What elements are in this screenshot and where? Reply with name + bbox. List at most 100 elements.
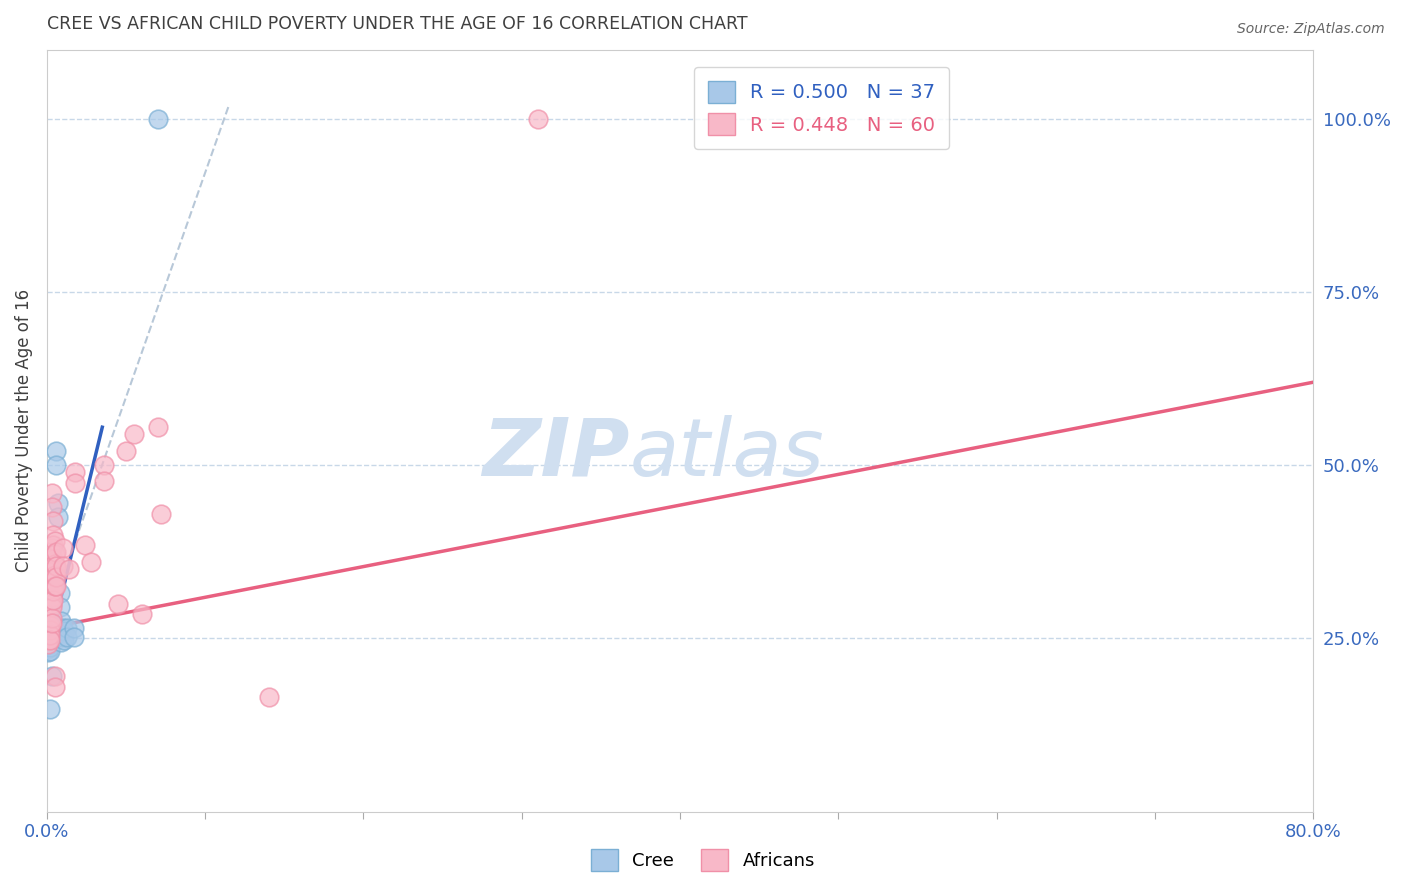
Point: [39, 617, 62, 632]
Point: [115, 444, 138, 458]
Point: [44, 534, 66, 549]
Point: [80, 555, 103, 569]
Point: [37, 637, 59, 651]
Text: ZIP: ZIP: [482, 415, 630, 492]
Point: [41, 576, 63, 591]
Point: [37, 621, 59, 635]
Point: [39, 632, 62, 647]
Point: [39, 637, 62, 651]
Point: [146, 420, 169, 434]
Point: [41, 582, 63, 597]
Point: [37, 625, 59, 640]
Text: atlas: atlas: [630, 415, 824, 492]
Point: [52, 541, 75, 556]
Point: [56, 630, 79, 644]
Point: [42, 574, 65, 589]
Point: [73, 538, 96, 552]
Point: [41, 597, 63, 611]
Point: [37, 638, 59, 652]
Point: [58, 562, 80, 576]
Point: [41, 600, 63, 615]
Point: [41, 617, 63, 632]
Point: [39, 632, 62, 647]
Point: [122, 427, 145, 442]
Point: [48, 586, 70, 600]
Point: [45, 570, 67, 584]
Point: [42, 551, 65, 566]
Point: [56, 621, 79, 635]
Point: [44, 680, 66, 694]
Point: [39, 623, 62, 637]
Point: [52, 558, 75, 573]
Point: [37, 628, 59, 642]
Point: [37, 632, 59, 646]
Y-axis label: Child Poverty Under the Age of 16: Child Poverty Under the Age of 16: [15, 289, 32, 573]
Point: [44, 669, 66, 683]
Point: [41, 610, 63, 624]
Point: [37, 624, 59, 639]
Point: [42, 564, 65, 578]
Point: [39, 623, 62, 637]
Point: [526, 112, 548, 126]
Point: [37, 635, 59, 649]
Point: [146, 112, 169, 126]
Point: [131, 607, 153, 622]
Point: [93, 458, 115, 473]
Point: [45, 579, 67, 593]
Point: [42, 584, 65, 599]
Point: [45, 458, 67, 473]
Point: [42, 538, 65, 552]
Point: [39, 640, 62, 654]
Point: [65, 465, 87, 479]
Point: [49, 635, 72, 649]
Point: [62, 621, 84, 635]
Point: [149, 507, 172, 521]
Text: CREE VS AFRICAN CHILD POVERTY UNDER THE AGE OF 16 CORRELATION CHART: CREE VS AFRICAN CHILD POVERTY UNDER THE …: [46, 15, 748, 33]
Point: [53, 624, 76, 639]
Text: Source: ZipAtlas.com: Source: ZipAtlas.com: [1237, 22, 1385, 37]
Point: [45, 444, 67, 458]
Point: [39, 577, 62, 591]
Point: [37, 641, 59, 656]
Point: [53, 632, 76, 647]
Point: [41, 566, 63, 580]
Point: [42, 593, 65, 607]
Point: [37, 630, 59, 644]
Point: [37, 632, 59, 647]
Point: [39, 630, 62, 644]
Point: [41, 555, 63, 569]
Point: [41, 590, 63, 604]
Point: [44, 567, 66, 582]
Point: [48, 600, 70, 615]
Point: [39, 625, 62, 640]
Point: [39, 569, 62, 583]
Point: [44, 557, 66, 571]
Point: [37, 617, 59, 632]
Point: [49, 614, 72, 628]
Point: [39, 644, 62, 658]
Point: [46, 496, 69, 510]
Legend: R = 0.500   N = 37, R = 0.448   N = 60: R = 0.500 N = 37, R = 0.448 N = 60: [695, 67, 949, 149]
Point: [39, 702, 62, 716]
Point: [44, 579, 66, 593]
Point: [42, 527, 65, 541]
Point: [41, 669, 63, 683]
Legend: Cree, Africans: Cree, Africans: [583, 842, 823, 879]
Point: [44, 547, 66, 561]
Point: [93, 474, 115, 488]
Point: [65, 475, 87, 490]
Point: [39, 628, 62, 642]
Point: [41, 500, 63, 514]
Point: [41, 616, 63, 631]
Point: [42, 514, 65, 528]
Point: [49, 625, 72, 640]
Point: [45, 558, 67, 573]
Point: [45, 545, 67, 559]
Point: [52, 621, 75, 635]
Point: [46, 510, 69, 524]
Point: [37, 645, 59, 659]
Point: [107, 597, 129, 611]
Point: [257, 690, 280, 705]
Point: [41, 486, 63, 500]
Point: [41, 541, 63, 556]
